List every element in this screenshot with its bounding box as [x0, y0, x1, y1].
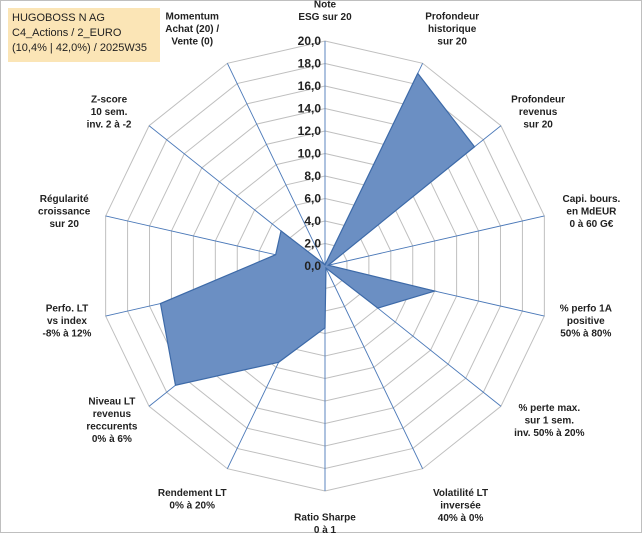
category-label-line: Momentum	[166, 11, 219, 22]
category-label-line: Capi. bours.	[563, 194, 621, 205]
axis-spoke	[324, 215, 545, 267]
category-label-line: Vente (0)	[171, 36, 213, 47]
category-label-line: positive	[567, 316, 605, 327]
tick-label: 10,0	[298, 147, 322, 161]
axis-spoke	[226, 63, 326, 267]
tick-label: 2,0	[304, 237, 321, 251]
category-label: Régularité croissance sur 20	[38, 194, 91, 230]
stock-stats: (10,4% | 42,0%) / 2025W35	[12, 42, 147, 54]
category-label-line: inversée	[440, 501, 481, 512]
category-label-line: ESG sur 20	[298, 12, 352, 23]
tick-label: 18,0	[298, 57, 322, 71]
tick-label: 16,0	[298, 79, 322, 93]
category-label: Profondeur historique sur 20	[425, 11, 479, 47]
category-label: Ratio Sharpe 0 à 1	[294, 513, 356, 533]
axis-spoke	[324, 265, 424, 469]
category-label-line: Profondeur	[511, 95, 565, 106]
category-label-line: 0 à 60 G€	[569, 219, 613, 230]
category-label: Z-score 10 sem. inv. 2 à -2	[87, 95, 132, 131]
radial-tick-labels: 0,0 2,0 4,0 6,0 8,0 10,0 12,0 14,0 16,0 18,0 20,0	[298, 34, 322, 273]
category-label: Capi. bours. en MdEUR 0 à 60 G€	[563, 194, 621, 230]
category-label-line: sur 20	[523, 120, 553, 131]
category-label: Momentum Achat (20) / Vente (0)	[165, 11, 219, 47]
tick-label: 8,0	[304, 169, 321, 183]
category-label-line: Rendement LT	[158, 488, 227, 499]
category-label-line: 0% à 20%	[169, 501, 215, 512]
category-label-line: 40% à 0%	[438, 513, 484, 524]
category-label: Niveau LT revenus reccurents 0% à 6%	[86, 397, 138, 446]
category-label: Note ESG sur 20	[298, 0, 352, 23]
category-label-line: Achat (20) /	[165, 24, 219, 35]
category-label: Perfo. LT vs index -8% à 12%	[43, 304, 92, 340]
category-label: Profondeur revenus sur 20	[511, 95, 565, 131]
category-label-line: Perfo. LT	[46, 304, 89, 315]
category-label-line: 10 sem.	[91, 107, 128, 118]
category-label-line: revenus	[519, 107, 558, 118]
category-label-line: % perte max.	[518, 403, 580, 414]
category-label: % perfo 1A positive 50% à 80%	[560, 304, 612, 340]
category-label-line: Régularité	[40, 194, 89, 205]
category-label-line: sur 1 sem.	[525, 415, 575, 426]
category-label-line: vs index	[47, 316, 87, 327]
category-label-line: % perfo 1A	[560, 304, 612, 315]
category-label-line: 50% à 80%	[560, 329, 611, 340]
category-label-line: revenus	[93, 409, 132, 420]
category-label-line: croissance	[38, 206, 91, 217]
tick-label: 12,0	[298, 124, 322, 138]
category-label-line: Niveau LT	[88, 397, 135, 408]
category-label: Rendement LT 0% à 20%	[158, 488, 227, 512]
radar-series-area	[159, 72, 476, 386]
category-label-line: historique	[428, 24, 477, 35]
category-label-line: en MdEUR	[566, 206, 617, 217]
series-polygon	[159, 72, 476, 386]
category-label-line: 0% à 6%	[92, 434, 132, 445]
category-label-line: -8% à 12%	[43, 329, 92, 340]
category-label-line: sur 20	[49, 219, 79, 230]
category-label: Volatilité LT inversée 40% à 0%	[433, 488, 488, 524]
tick-label: 6,0	[304, 192, 321, 206]
category-label-line: Profondeur	[425, 11, 479, 22]
category-label-line: Z-score	[91, 95, 128, 106]
category-label-line: Volatilité LT	[433, 488, 488, 499]
category-labels: Note ESG sur 20 Profondeur historique sur 20…	[38, 0, 620, 533]
category-label-line: Ratio Sharpe	[294, 513, 356, 524]
category-label-line: inv. 50% à 20%	[514, 428, 585, 439]
stock-category: C4_Actions / 2_EURO	[12, 27, 122, 39]
tick-label: 20,0	[298, 34, 322, 48]
tick-label: 4,0	[304, 214, 321, 228]
category-label: % perte max. sur 1 sem. inv. 50% à 20%	[514, 403, 585, 439]
tick-label: 0,0	[304, 259, 321, 273]
category-label-line: inv. 2 à -2	[87, 120, 132, 131]
stock-title-box: HUGOBOSS N AG C4_Actions / 2_EURO (10,4%…	[8, 8, 160, 62]
category-label-line: sur 20	[437, 36, 467, 47]
category-label-line: reccurents	[86, 422, 138, 433]
category-label-line: 0 à 1	[314, 525, 337, 533]
stock-name: HUGOBOSS N AG	[12, 12, 105, 24]
category-label-line: Note	[314, 0, 337, 11]
tick-label: 14,0	[298, 102, 322, 116]
